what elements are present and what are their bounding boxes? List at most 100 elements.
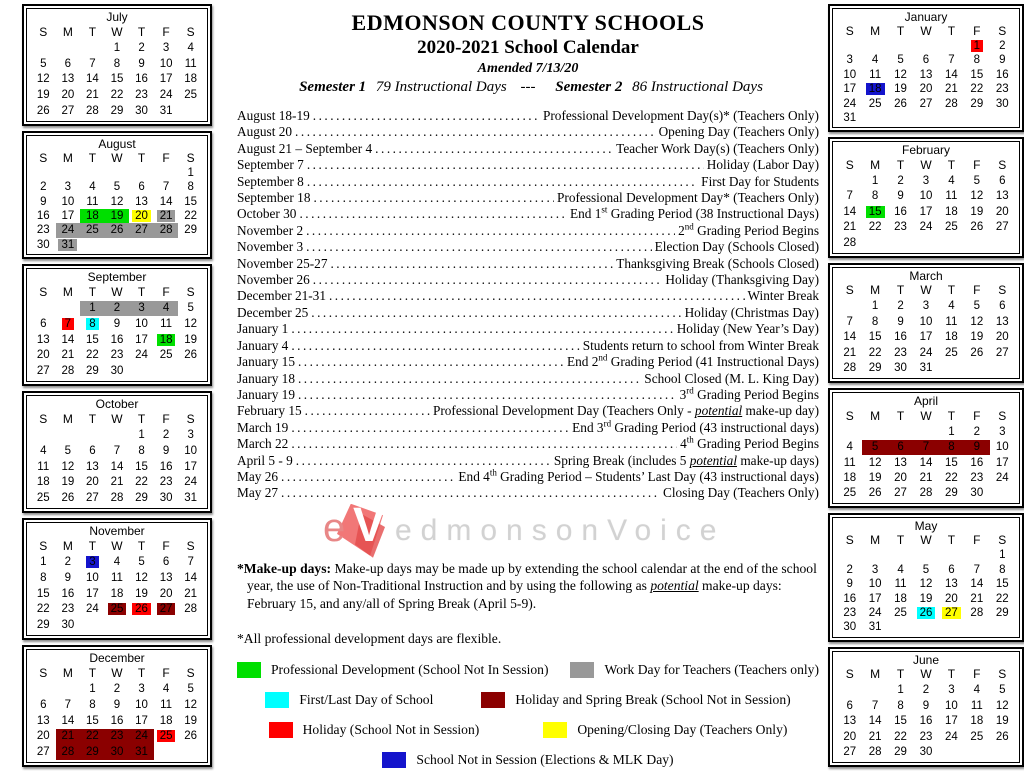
day-cell <box>154 363 179 379</box>
weekday-header: F <box>162 24 170 39</box>
weekday-header: M <box>62 665 73 680</box>
day-cell: 3 <box>922 174 930 187</box>
day-cell <box>154 238 179 252</box>
day-cell: 16 <box>135 73 148 86</box>
legend-swatch-blue <box>382 752 407 769</box>
day-cell: 7 <box>113 444 121 457</box>
day-cell: 16 <box>843 592 857 605</box>
weekday-header: W <box>111 538 123 553</box>
dot-leader <box>299 206 567 222</box>
day-cell: 22 <box>995 592 1009 605</box>
day-cell-highlighted: 3 <box>129 300 154 317</box>
flexible-days-note: *All professional development days are f… <box>237 631 502 647</box>
month-calendar-inner: June S M T W T F S 1 2 3 4 5 6 7 8 9 10 11 12 13 14 15 16 17 18 1… <box>832 650 1020 763</box>
day-cell: 20 <box>843 730 857 743</box>
day-cell <box>178 238 203 252</box>
day-cell: 9 <box>113 698 121 711</box>
day-cell: 13 <box>61 73 75 86</box>
dot-leader <box>291 338 579 354</box>
day-cell: 15 <box>868 331 882 344</box>
day-cell: 12 <box>995 699 1009 712</box>
event-description: Professional Development Day(s)* (Teache… <box>542 108 819 123</box>
event-description: First Day for Students <box>701 173 819 189</box>
event-description: End 2nd Grading Period (41 Instructional… <box>566 352 819 370</box>
day-cell: 5 <box>897 54 904 67</box>
event-date: February 15 <box>237 403 302 419</box>
day-cell: 30 <box>919 746 933 759</box>
day-highlight: 7 <box>61 317 75 330</box>
weekday-header: F <box>162 284 170 299</box>
day-cell: 1 <box>89 683 96 696</box>
day-cell: 5 <box>64 444 72 457</box>
day-cell: 9 <box>162 444 170 457</box>
day-cell: 11 <box>86 195 99 208</box>
day-cell: 6 <box>948 563 955 576</box>
day-cell: 13 <box>894 456 907 469</box>
day-cell-highlighted: 1 <box>964 39 989 53</box>
event-description: Closing Day (Teachers Only) <box>662 485 819 501</box>
day-cell <box>56 428 81 444</box>
day-cell: 31 <box>184 492 198 505</box>
day-cell-highlighted: 24 <box>129 728 154 745</box>
day-cell-highlighted: 26 <box>104 223 130 238</box>
dot-leader <box>375 141 613 157</box>
event-description: 3rd Grading Period Begins <box>679 385 819 402</box>
event-row: October 30 End 1st Grading Period (38 Ins… <box>237 206 819 222</box>
day-cell: 20 <box>36 730 50 743</box>
dot-leader <box>291 321 673 337</box>
day-highlight: 18 <box>865 83 885 96</box>
event-date: January 19 <box>237 386 295 402</box>
day-cell: 29 <box>36 619 50 631</box>
day-cell: 19 <box>868 471 882 484</box>
day-cell: 11 <box>945 190 958 203</box>
day-cell: 19 <box>61 476 75 489</box>
day-cell: 7 <box>846 315 853 328</box>
day-cell: 28 <box>945 97 958 110</box>
month-calendar-january: January S M T W T F S 1 2 3 4 5 6 7 8 9 10 11 12 13 14 15 16 17… <box>828 4 1024 133</box>
day-cell: 5 <box>973 300 981 313</box>
day-cell-highlighted: 3 <box>80 555 105 571</box>
weekday-header: T <box>137 150 146 165</box>
day-cell <box>105 428 130 444</box>
event-date: March 22 <box>237 436 289 452</box>
month-name: September <box>87 270 147 285</box>
day-cell: 15 <box>894 715 907 728</box>
day-cell: 23 <box>36 224 50 237</box>
day-cell: 21 <box>843 221 857 234</box>
day-cell: 5 <box>40 57 47 70</box>
day-cell: 22 <box>135 476 148 489</box>
day-highlight: 31 <box>58 238 78 251</box>
semester1-label: Semester 1 <box>299 79 367 95</box>
day-cell <box>837 299 862 314</box>
event-date: December 21-31 <box>237 288 326 304</box>
day-cell: 21 <box>61 349 75 362</box>
day-cell <box>862 424 887 439</box>
event-date: November 3 <box>237 239 304 255</box>
day-cell: 13 <box>86 460 99 473</box>
day-cell <box>990 744 1015 760</box>
weekday-header: S <box>998 157 1007 172</box>
day-cell <box>129 617 154 633</box>
event-row: March 19 End 3rd Grading Period (43 instr… <box>237 419 819 436</box>
month-calendar-september: September S M T W T F S 1 2 3 4 5 6 7 8 9 10 11 12 13 14 15 16… <box>22 264 212 387</box>
day-cell <box>129 238 154 252</box>
day-cell: 22 <box>868 346 882 359</box>
day-cell: 14 <box>86 73 99 86</box>
day-cell: 30 <box>970 487 984 500</box>
weekday-header: T <box>896 533 905 548</box>
day-cell: 3 <box>162 42 170 55</box>
month-calendar-july: July S M T W T F S 1 2 3 4 5 6 7 8 9 10 11 12 13 14 15 16 17 18 1… <box>22 4 212 126</box>
dot-leader <box>330 256 613 272</box>
day-cell: 24 <box>184 476 198 489</box>
event-row: March 22 4th Grading Period Begins <box>237 435 819 452</box>
day-cell: 11 <box>184 57 197 70</box>
day-cell: 11 <box>945 315 958 328</box>
day-cell <box>939 360 964 376</box>
day-cell-highlighted: 28 <box>55 744 81 761</box>
day-cell <box>178 103 203 119</box>
day-cell: 23 <box>970 471 984 484</box>
day-cell: 7 <box>871 699 879 712</box>
day-cell: 12 <box>894 68 907 81</box>
day-cell: 22 <box>945 471 958 484</box>
